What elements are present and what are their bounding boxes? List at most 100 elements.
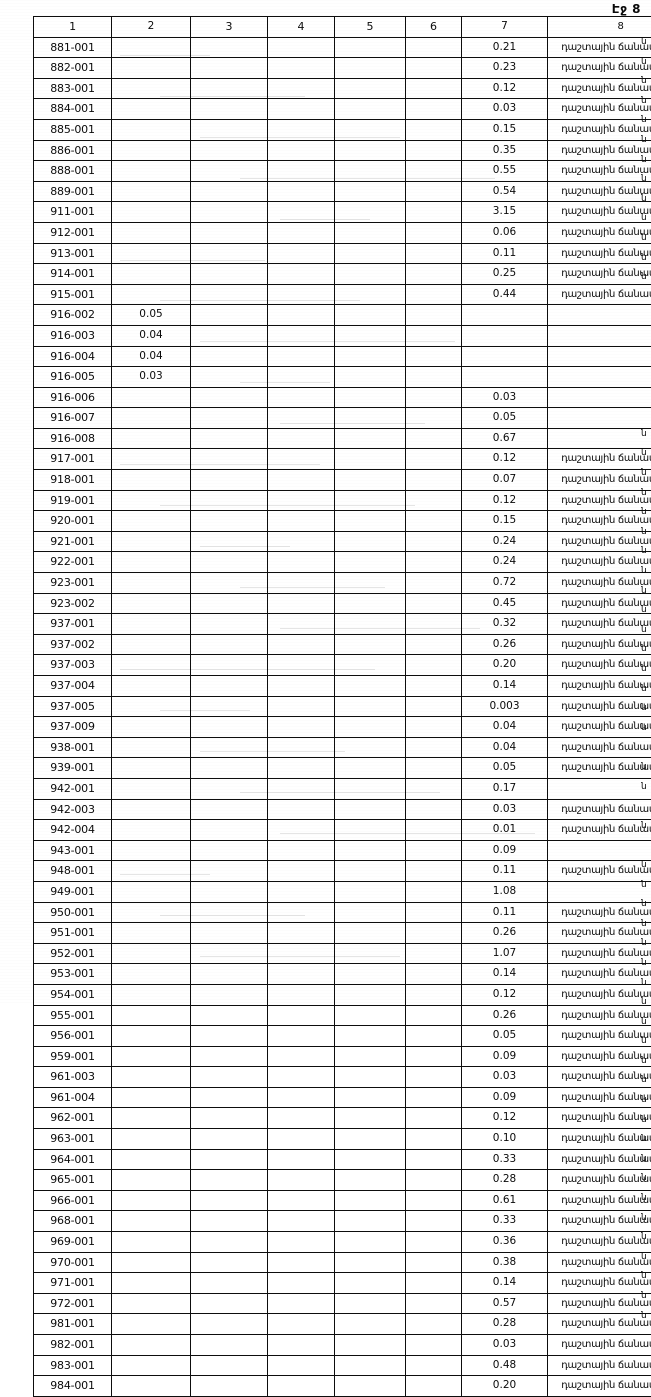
cell-c1: 971-001	[34, 1273, 112, 1294]
cell-c7: 0.54	[462, 181, 548, 202]
edge-text-fragment: ն	[641, 954, 651, 974]
cell-c7: 1.08	[462, 881, 548, 902]
cell-c4	[268, 140, 335, 161]
cell-c5	[335, 99, 406, 120]
cell-c5	[335, 573, 406, 594]
cell-c1: 950-001	[34, 902, 112, 923]
cell-c3	[191, 984, 268, 1005]
cell-c1: 914-001	[34, 264, 112, 285]
cell-c6	[406, 181, 462, 202]
cell-c5	[335, 428, 406, 449]
cell-c4	[268, 1005, 335, 1026]
cell-c3	[191, 1335, 268, 1356]
cell-c8: դաշտային ճանապարհ	[548, 799, 651, 820]
cell-c6	[406, 140, 462, 161]
cell-c3	[191, 325, 268, 346]
cell-c4	[268, 1376, 335, 1397]
cell-c7: 0.33	[462, 1211, 548, 1232]
cell-c8: դաշտային ճանապարհ	[548, 696, 651, 717]
cell-c6	[406, 367, 462, 388]
cell-c4	[268, 1046, 335, 1067]
cell-c8: դաշտային ճանապարհ	[548, 984, 651, 1005]
cell-c1: 937-001	[34, 614, 112, 635]
cell-c6	[406, 778, 462, 799]
cell-c2	[112, 1026, 191, 1047]
cell-c4	[268, 1129, 335, 1150]
cell-c8	[548, 840, 651, 861]
cell-c5	[335, 1273, 406, 1294]
cell-c2	[112, 511, 191, 532]
edge-text-fragment: ն	[641, 444, 651, 464]
cell-c1: 937-003	[34, 655, 112, 676]
cell-c5	[335, 1232, 406, 1253]
cell-c2	[112, 1087, 191, 1108]
cell-c2	[112, 119, 191, 140]
cell-c7: 0.67	[462, 428, 548, 449]
cell-c7	[462, 305, 548, 326]
column-header-4: 4	[268, 17, 335, 38]
cell-c1: 923-001	[34, 573, 112, 594]
cell-c8: դաշտային ճանապարհ	[548, 264, 651, 285]
cell-c7: 0.04	[462, 737, 548, 758]
cell-c3	[191, 449, 268, 470]
cell-c5	[335, 1149, 406, 1170]
cell-c5	[335, 511, 406, 532]
cell-c4	[268, 490, 335, 511]
cell-c5	[335, 923, 406, 944]
cell-c7: 0.05	[462, 1026, 548, 1047]
cell-c7: 0.26	[462, 923, 548, 944]
cell-c4	[268, 1293, 335, 1314]
cell-c8: դաշտային ճանապարհ	[548, 923, 651, 944]
cell-c7: 0.57	[462, 1293, 548, 1314]
cell-c8: դաշտային ճանապարհ	[548, 943, 651, 964]
edge-text-fragment	[641, 836, 651, 856]
table-header: 1 2 3 4 5 6 7 8	[34, 17, 651, 38]
cell-c4	[268, 1355, 335, 1376]
cell-c8: դաշտային ճանապարհ	[548, 902, 651, 923]
cell-c1: 939-001	[34, 758, 112, 779]
cell-c7: 0.01	[462, 820, 548, 841]
cell-c4	[268, 1170, 335, 1191]
cell-c1: 954-001	[34, 984, 112, 1005]
cell-c4	[268, 1335, 335, 1356]
cell-c7: 0.38	[462, 1252, 548, 1273]
cell-c3	[191, 1273, 268, 1294]
cell-c5	[335, 820, 406, 841]
cell-c8: դաշտային ճանապարհ	[548, 1314, 651, 1335]
edge-text-fragment: ն	[641, 1209, 651, 1229]
cell-c5	[335, 531, 406, 552]
cell-c1: 913-001	[34, 243, 112, 264]
cell-c1: 916-007	[34, 408, 112, 429]
cell-c1: 920-001	[34, 511, 112, 532]
cell-c6	[406, 511, 462, 532]
cell-c3	[191, 305, 268, 326]
cell-c6	[406, 1335, 462, 1356]
cell-c7: 0.03	[462, 1335, 548, 1356]
cell-c3	[191, 1108, 268, 1129]
column-header-2: 2	[112, 17, 191, 38]
cell-c1: 916-002	[34, 305, 112, 326]
cell-c7: 0.26	[462, 634, 548, 655]
cell-c6	[406, 1149, 462, 1170]
cell-c8: դաշտային ճանապարհ	[548, 1252, 651, 1273]
cell-c2: 0.04	[112, 346, 191, 367]
cell-c2	[112, 1314, 191, 1335]
cell-c6	[406, 119, 462, 140]
edge-text-fragment: ն	[641, 876, 651, 896]
cell-c7: 0.14	[462, 676, 548, 697]
cell-c1: 968-001	[34, 1211, 112, 1232]
cell-c4	[268, 37, 335, 58]
